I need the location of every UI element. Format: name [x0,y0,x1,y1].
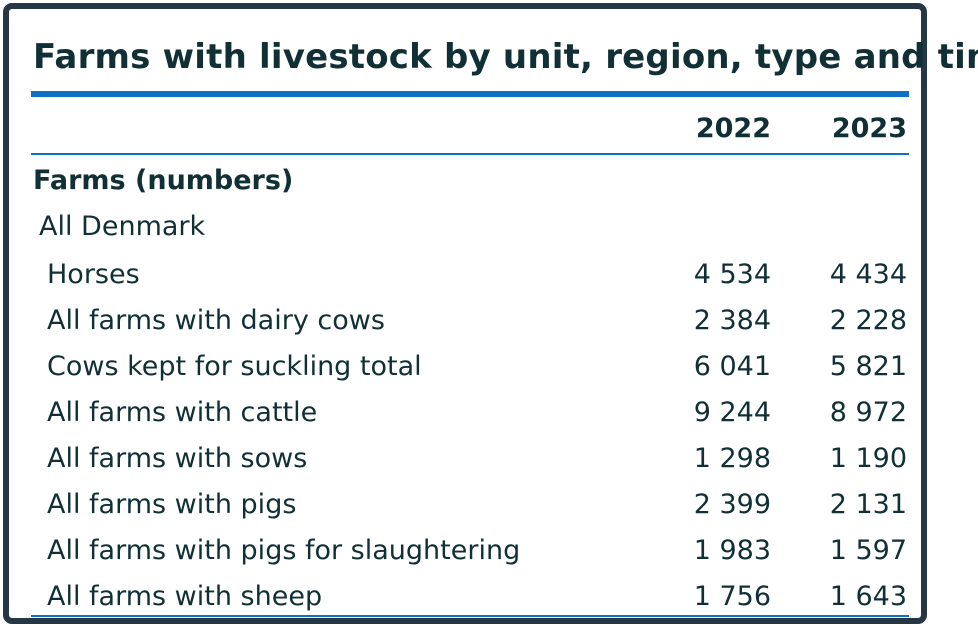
cell-2022: 9 244 [693,397,771,428]
cell-2022: 6 041 [693,351,771,382]
cell-2023: 2 228 [829,305,907,336]
cell-2023: 4 434 [829,259,907,290]
column-header-2023: 2023 [831,113,907,144]
row-label: Horses [47,259,140,290]
table-card: Farms with livestock by unit, region, ty… [3,3,978,624]
cell-2022: 4 534 [693,259,771,290]
header-divider [31,153,909,155]
region-label: All Denmark [39,211,206,242]
table-row: All farms with cattle 9 244 8 972 [31,393,909,439]
table-row: All farms with pigs for slaughtering 1 9… [31,531,909,577]
cell-2023: 1 190 [829,443,907,474]
cell-2022: 1 983 [693,535,771,566]
table-bottom-divider [31,615,909,617]
column-header-row: 2022 2023 [31,107,909,153]
cell-2023: 8 972 [829,397,907,428]
title-divider [31,91,909,97]
cell-2023: 1 597 [829,535,907,566]
table-row: All farms with pigs 2 399 2 131 [31,485,909,531]
cell-2022: 1 298 [693,443,771,474]
section-label: Farms (numbers) [33,165,294,196]
column-header-2022: 2022 [695,113,771,144]
row-label: All farms with pigs [47,489,297,520]
row-label: All farms with sheep [47,581,323,612]
row-label: Cows kept for suckling total [47,351,422,382]
table-row: Horses 4 534 4 434 [31,255,909,301]
cell-2022: 1 756 [693,581,771,612]
row-label: All farms with sows [47,443,308,474]
row-label: All farms with cattle [47,397,318,428]
table-body: Horses 4 534 4 434 All farms with dairy … [31,255,909,623]
cell-2023: 5 821 [829,351,907,382]
table-row: All farms with sheep 1 756 1 643 [31,577,909,623]
table-row: All farms with sows 1 298 1 190 [31,439,909,485]
cell-2022: 2 384 [693,305,771,336]
row-label: All farms with dairy cows [47,305,385,336]
row-label: All farms with pigs for slaughtering [47,535,521,566]
table-title: Farms with livestock by unit, region, ty… [33,37,978,77]
cell-2023: 1 643 [829,581,907,612]
table-row: All farms with dairy cows 2 384 2 228 [31,301,909,347]
cell-2023: 2 131 [829,489,907,520]
table-row: Cows kept for suckling total 6 041 5 821 [31,347,909,393]
cell-2022: 2 399 [693,489,771,520]
